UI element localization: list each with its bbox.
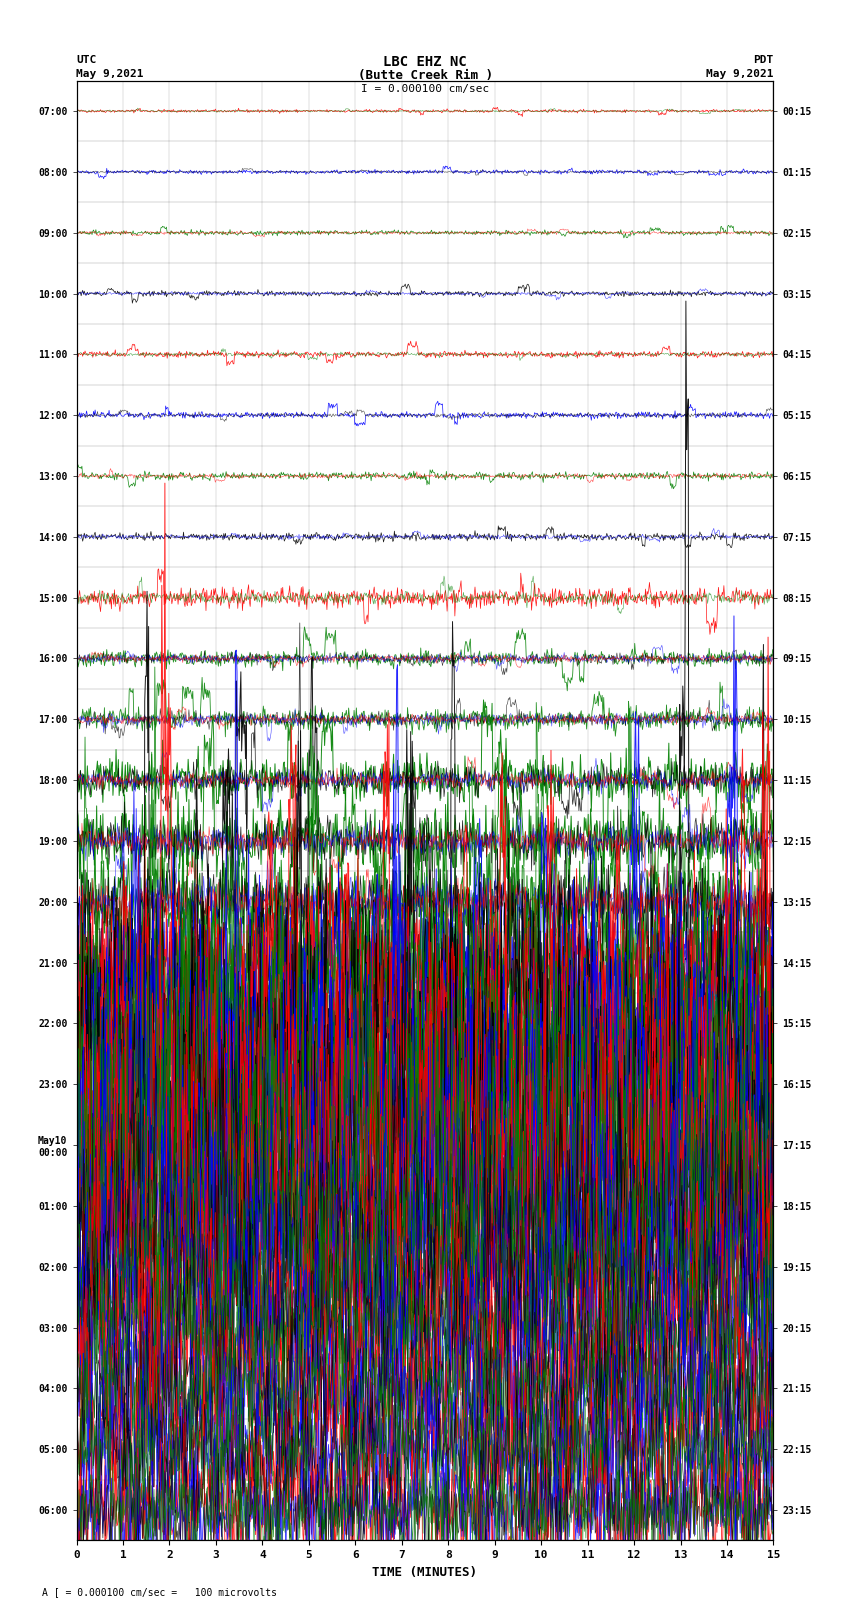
X-axis label: TIME (MINUTES): TIME (MINUTES) <box>372 1566 478 1579</box>
Text: I = 0.000100 cm/sec: I = 0.000100 cm/sec <box>361 84 489 94</box>
Text: May 9,2021: May 9,2021 <box>706 69 774 79</box>
Text: LBC EHZ NC: LBC EHZ NC <box>383 55 467 69</box>
Text: (Butte Creek Rim ): (Butte Creek Rim ) <box>358 69 492 82</box>
Text: UTC: UTC <box>76 55 97 65</box>
Text: May 9,2021: May 9,2021 <box>76 69 144 79</box>
Text: A [ = 0.000100 cm/sec =   100 microvolts: A [ = 0.000100 cm/sec = 100 microvolts <box>42 1587 277 1597</box>
Text: PDT: PDT <box>753 55 774 65</box>
